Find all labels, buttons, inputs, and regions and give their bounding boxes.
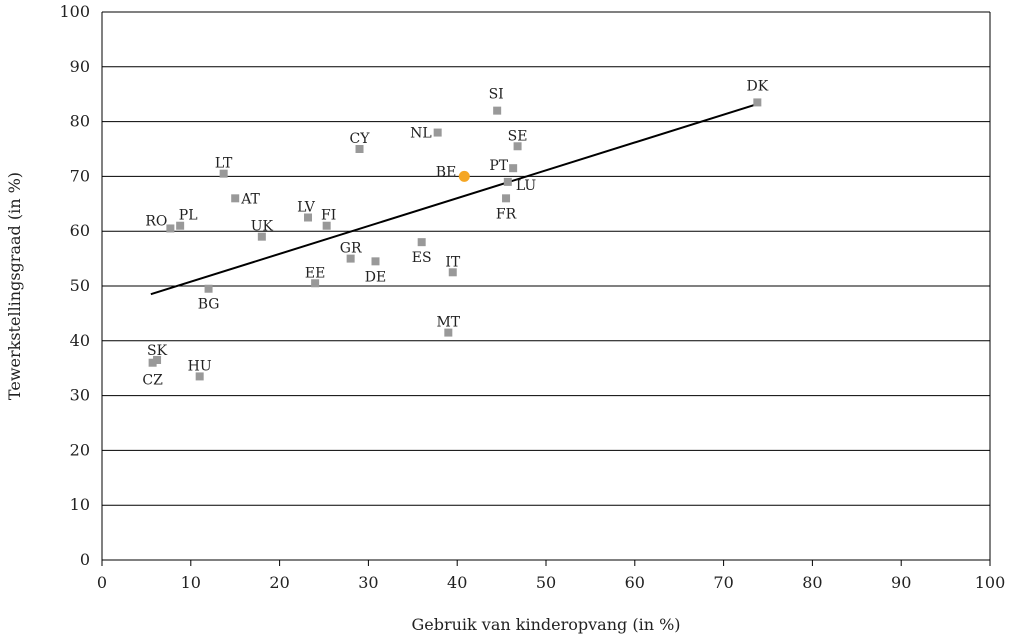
- y-tick-label: 70: [70, 166, 90, 185]
- data-point-lt: [219, 169, 228, 178]
- x-tick-label: 50: [536, 573, 556, 592]
- point-label-de: DE: [365, 269, 386, 285]
- point-label-at: AT: [240, 191, 260, 207]
- point-label-ro: RO: [145, 213, 167, 229]
- data-point-lu: [503, 177, 512, 186]
- y-tick-label: 20: [70, 440, 90, 459]
- y-tick-label: 30: [70, 386, 90, 405]
- data-point-uk: [257, 232, 266, 241]
- data-point-mt: [444, 328, 453, 337]
- y-axis-title: Tewerkstellingsgraad (in %): [5, 172, 24, 400]
- point-label-hu: HU: [188, 358, 212, 374]
- data-point-es: [417, 238, 426, 247]
- data-point-bg: [204, 284, 213, 293]
- data-point-cy: [355, 145, 364, 153]
- point-label-uk: UK: [251, 219, 274, 235]
- x-tick-label: 90: [891, 573, 911, 592]
- data-point-at: [231, 194, 240, 203]
- data-point-be: [458, 170, 470, 182]
- x-tick-label: 10: [181, 573, 201, 592]
- x-tick-label: 0: [97, 573, 107, 592]
- data-point-fr: [502, 194, 511, 203]
- point-label-ee: EE: [305, 265, 325, 281]
- data-point-lv: [304, 213, 313, 222]
- y-tick-label: 80: [70, 112, 90, 131]
- x-tick-label: 20: [269, 573, 289, 592]
- y-tick-label: 100: [59, 2, 90, 21]
- point-label-pl: PL: [179, 208, 198, 224]
- point-label-lu: LU: [516, 178, 537, 194]
- point-label-it: IT: [445, 254, 461, 270]
- x-tick-label: 80: [802, 573, 822, 592]
- point-label-se: SE: [508, 128, 528, 144]
- data-point-si: [493, 106, 502, 115]
- data-point-nl: [433, 128, 442, 137]
- y-tick-label: 0: [80, 550, 90, 569]
- point-label-mt: MT: [436, 315, 460, 331]
- point-label-bg: BG: [198, 297, 220, 313]
- point-label-gr: GR: [340, 241, 362, 257]
- y-tick-label: 60: [70, 221, 90, 240]
- point-label-lv: LV: [297, 200, 316, 216]
- point-label-nl: NL: [410, 126, 432, 142]
- x-axis-title: Gebruik van kinderopvang (in %): [411, 615, 680, 634]
- point-label-es: ES: [412, 250, 432, 266]
- y-tick-label: 50: [70, 276, 90, 295]
- x-tick-label: 70: [713, 573, 733, 592]
- x-tick-label: 60: [625, 573, 645, 592]
- point-label-dk: DK: [747, 78, 769, 94]
- data-point-ro: [166, 224, 175, 233]
- point-label-cy: CY: [350, 131, 371, 147]
- y-tick-labels: 0 10 20 30 40 50 60 70 80 90 100: [59, 2, 90, 569]
- trendline-group: [150, 103, 758, 296]
- y-tick-label: 40: [70, 331, 90, 350]
- data-point-ee: [311, 279, 320, 288]
- x-tick-label: 30: [358, 573, 378, 592]
- point-label-si: SI: [489, 87, 504, 103]
- data-point-de: [371, 257, 380, 266]
- point-label-cz: CZ: [142, 373, 163, 389]
- data-point-se: [513, 142, 522, 151]
- data-point-gr: [346, 254, 355, 263]
- grid-lines: [102, 11, 990, 506]
- data-point-dk: [753, 98, 762, 107]
- point-label-be: BE: [436, 164, 457, 180]
- x-tick-labels: 0 10 20 30 40 50 60 70 80 90 100: [97, 573, 1005, 592]
- point-label-sk: SK: [147, 343, 168, 359]
- data-points: [148, 98, 762, 381]
- data-point-hu: [195, 372, 204, 381]
- trend-line: [150, 103, 758, 296]
- data-point-pt: [509, 164, 518, 173]
- x-tick-label: 100: [975, 573, 1006, 592]
- point-label-fr: FR: [496, 206, 517, 222]
- y-tick-label: 10: [70, 495, 90, 514]
- data-point-it: [448, 268, 457, 277]
- point-label-pt: PT: [489, 158, 508, 174]
- axes: [101, 12, 991, 566]
- point-label-fi: FI: [321, 208, 336, 224]
- data-point-sk: [153, 355, 162, 364]
- point-label-lt: LT: [215, 156, 233, 172]
- data-point-fi: [322, 221, 331, 230]
- y-tick-label: 90: [70, 57, 90, 76]
- data-point-pl: [176, 221, 185, 230]
- x-tick-label: 40: [447, 573, 467, 592]
- data-point-cz: [148, 358, 157, 367]
